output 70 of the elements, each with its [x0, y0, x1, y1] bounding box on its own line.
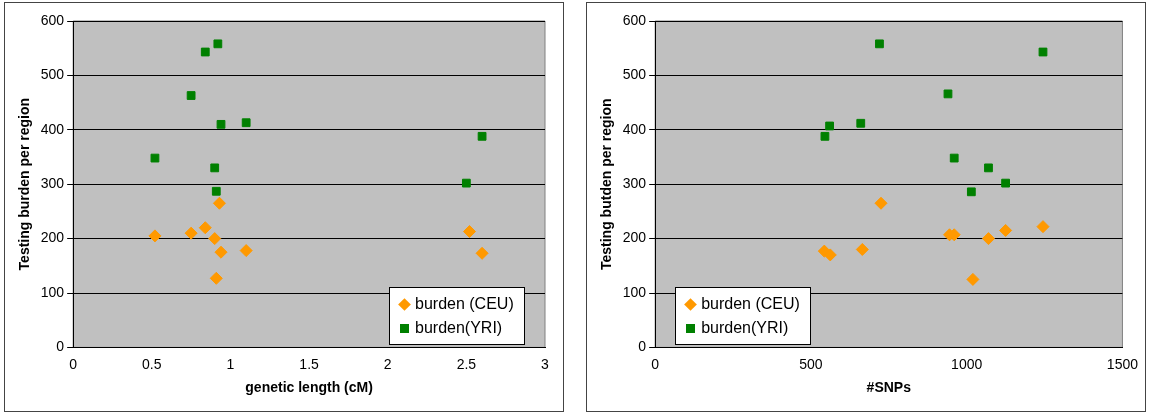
point: [949, 153, 959, 163]
legend-label: burden (CEU): [701, 294, 800, 315]
point: [855, 242, 869, 256]
x-tick-label: 2.5: [456, 355, 477, 372]
y-tick-label: 0: [638, 338, 647, 355]
point: [213, 39, 223, 49]
point: [198, 221, 212, 235]
point: [216, 119, 226, 129]
point: [209, 271, 223, 285]
y-tick-label: 200: [40, 229, 65, 246]
point: [463, 225, 477, 239]
point: [966, 272, 980, 286]
point: [984, 163, 993, 173]
x-tick-label: 3: [541, 355, 550, 372]
point: [874, 196, 888, 210]
x-tick-label: 0: [651, 355, 660, 372]
point: [212, 196, 226, 210]
y-tick-label: 200: [622, 229, 647, 246]
legend-label: burden (CEU): [415, 294, 514, 315]
point: [184, 226, 198, 240]
point: [214, 245, 228, 259]
y-tick-label: 100: [622, 283, 647, 300]
point: [999, 223, 1013, 237]
x-axis-title: genetic length (cM): [245, 379, 373, 396]
point: [210, 163, 220, 173]
x-tick-label: 1000: [951, 355, 983, 372]
y-tick-label: 500: [622, 66, 647, 83]
point: [241, 118, 251, 128]
y-tick-label: 300: [622, 175, 647, 192]
x-tick-label: 1: [226, 355, 235, 372]
y-tick-label: 600: [40, 11, 65, 28]
y-axis-title: Testing burden per region: [16, 97, 33, 271]
point: [943, 89, 953, 99]
y-tick-label: 400: [622, 120, 647, 137]
x-tick-label: 0: [69, 355, 78, 372]
x-tick-label: 500: [799, 355, 823, 372]
x-tick-label: 1500: [1106, 355, 1139, 372]
y-axis-title: Testing butden per region: [598, 98, 615, 271]
legend-label: burden(YRI): [415, 318, 503, 339]
point: [820, 131, 830, 141]
point: [477, 131, 487, 141]
x-tick-label: 1.5: [299, 355, 320, 372]
point: [148, 229, 162, 243]
point: [208, 232, 222, 246]
x-tick-label: 0.5: [142, 355, 162, 372]
point: [823, 248, 837, 262]
point: [150, 153, 160, 163]
point: [966, 187, 976, 197]
y-tick-label: 0: [56, 338, 65, 355]
point: [856, 118, 866, 128]
point: [1036, 220, 1050, 234]
y-tick-label: 500: [40, 66, 65, 83]
point: [186, 91, 196, 100]
y-tick-label: 300: [40, 175, 65, 192]
legend-label: burden(YRI): [701, 318, 789, 339]
y-tick-label: 600: [622, 11, 647, 28]
point: [239, 244, 253, 258]
point: [211, 186, 221, 196]
x-tick-label: 2: [383, 355, 392, 372]
point: [461, 178, 471, 188]
point: [475, 246, 489, 260]
point: [875, 39, 884, 49]
point: [825, 121, 834, 131]
point: [1038, 47, 1048, 57]
point: [200, 47, 210, 57]
y-tick-label: 400: [40, 120, 65, 137]
point: [1001, 178, 1010, 188]
point: [981, 232, 995, 246]
y-tick-label: 100: [40, 283, 65, 300]
x-axis-title: #SNPs: [866, 379, 912, 396]
